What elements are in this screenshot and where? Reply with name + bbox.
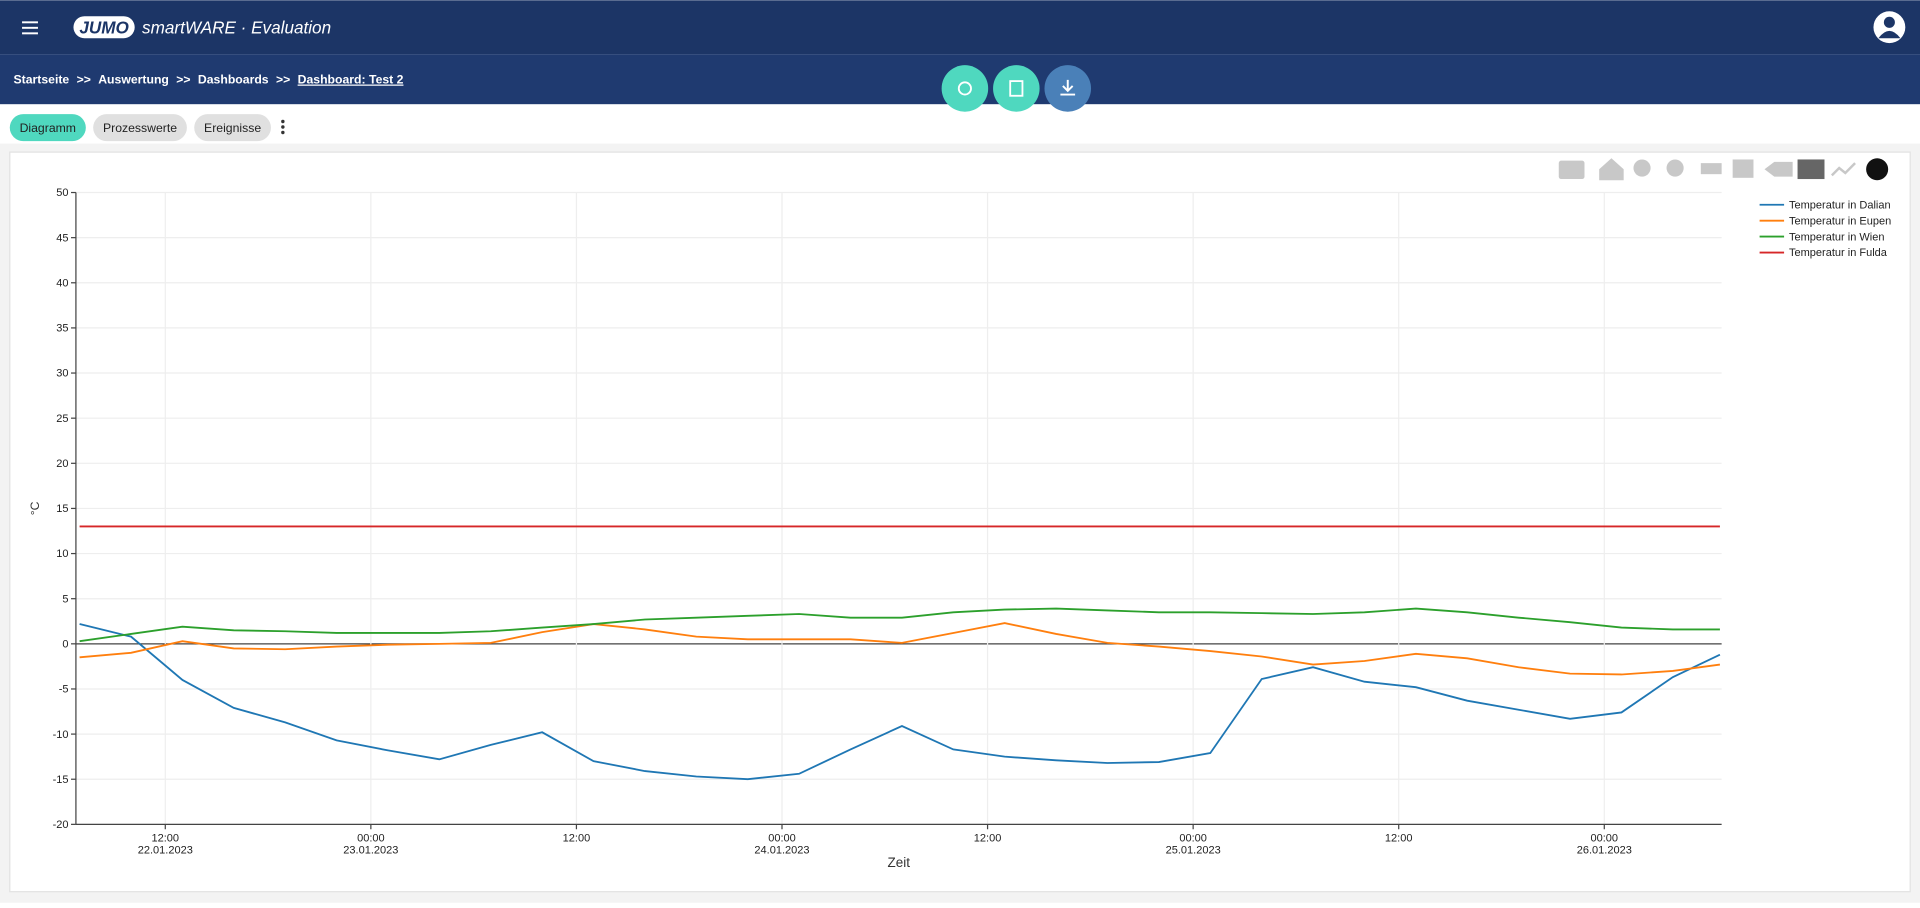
legend-label[interactable]: Temperatur in Dalian: [1789, 199, 1891, 211]
tab-pill: [9, 114, 86, 142]
tab-label: Ereignisse: [204, 121, 261, 135]
user-button[interactable]: [1873, 11, 1906, 44]
y-tick-label: 15: [56, 503, 68, 515]
tab[interactable]: Ereignisse: [194, 114, 271, 142]
y-tick-label: 5: [62, 593, 68, 605]
y-tick-label: 45: [56, 232, 68, 244]
tabs: Diagramm Prozesswerte Ereignisse: [9, 114, 271, 142]
breadcrumbs: Startseite >> Auswertung >> Dashboards >> Dash…: [13, 73, 403, 87]
y-tick-label: 50: [56, 187, 68, 199]
toolbar-icon[interactable]: [1797, 159, 1825, 180]
x-tick-date: 26.01.2023: [1577, 845, 1632, 857]
breadcrumb[interactable]: Dashboards: [198, 73, 269, 87]
x-tick-date: 25.01.2023: [1166, 845, 1221, 857]
toolbar: [1558, 158, 1889, 181]
menu-button[interactable]: [22, 21, 38, 35]
x-axis-label: Zeit: [888, 855, 911, 870]
tab-label: Diagramm: [20, 121, 76, 135]
breadcrumb[interactable]: Auswertung: [98, 73, 169, 87]
toolbar-icon[interactable]: [1732, 159, 1754, 178]
history-button[interactable]: [941, 65, 989, 112]
y-tick-label: -10: [53, 729, 69, 741]
series-line: [79, 607, 1720, 643]
y-tick-label: -20: [53, 819, 69, 831]
breadcrumb: Dashboard: Test 2: [298, 73, 404, 87]
top-bar: [0, 0, 1920, 55]
y-tick-label: 40: [56, 277, 68, 289]
x-tick-label: 00:00: [768, 833, 796, 845]
toolbar-icon[interactable]: [1700, 163, 1722, 175]
tab-pill: [93, 114, 187, 142]
y-tick-label: 25: [56, 413, 68, 425]
x-tick-label: 00:00: [1179, 833, 1207, 845]
y-tick-label: -15: [53, 774, 69, 786]
toolbar-icon[interactable]: [1558, 160, 1585, 180]
toolbar-icon[interactable]: [1764, 161, 1793, 177]
toolbar-icon[interactable]: [1633, 159, 1651, 177]
clipboard-button[interactable]: [993, 65, 1040, 112]
download-button[interactable]: [1044, 65, 1092, 112]
series-line: [79, 622, 1721, 676]
breadcrumb-separator: >>: [276, 73, 290, 87]
y-tick-label: 35: [56, 323, 68, 335]
y-tick-label: 20: [56, 458, 68, 470]
logo: JUMO: [79, 17, 129, 37]
toolbar-icon[interactable]: [1866, 158, 1889, 181]
chart-card: [9, 151, 1911, 893]
logo-badge: [73, 16, 135, 39]
toolbar-icon[interactable]: [1830, 162, 1856, 177]
tab[interactable]: Diagramm: [9, 114, 86, 142]
x-tick-label: 12:00: [974, 833, 1002, 845]
y-tick-label: 10: [56, 548, 68, 560]
series-line: [79, 623, 1721, 781]
y-tick-label: 0: [62, 639, 68, 651]
breadcrumb-separator: >>: [176, 73, 190, 87]
breadcrumb[interactable]: Startseite: [13, 73, 69, 87]
x-tick-label: 12:00: [563, 833, 591, 845]
x-tick-date: 24.01.2023: [754, 845, 809, 857]
x-tick-date: 23.01.2023: [343, 845, 398, 857]
tab-pill: [194, 114, 271, 142]
tab-label: Prozesswerte: [103, 121, 177, 135]
toolbar-icon[interactable]: [1599, 158, 1624, 181]
y-axis-label: °C: [28, 501, 42, 515]
x-tick-label: 00:00: [357, 833, 385, 845]
chart: -20-15-10-50510152025303540455012:0022.0…: [28, 187, 1891, 870]
x-tick-label: 12:00: [1385, 833, 1413, 845]
y-tick-label: -5: [59, 684, 69, 696]
toolbar-icon[interactable]: [1666, 159, 1684, 177]
app-title: smartWARE · Evaluation: [142, 17, 331, 37]
x-tick-label: 12:00: [151, 833, 179, 845]
x-tick-date: 22.01.2023: [138, 845, 193, 857]
breadcrumb-separator: >>: [77, 73, 91, 87]
y-tick-label: 30: [56, 368, 68, 380]
more-button[interactable]: [281, 119, 285, 135]
legend-label[interactable]: Temperatur in Eupen: [1789, 215, 1891, 227]
x-tick-label: 00:00: [1590, 833, 1618, 845]
tab[interactable]: Prozesswerte: [93, 114, 187, 142]
legend-label[interactable]: Temperatur in Wien: [1789, 231, 1885, 243]
legend-label[interactable]: Temperatur in Fulda: [1789, 247, 1888, 259]
